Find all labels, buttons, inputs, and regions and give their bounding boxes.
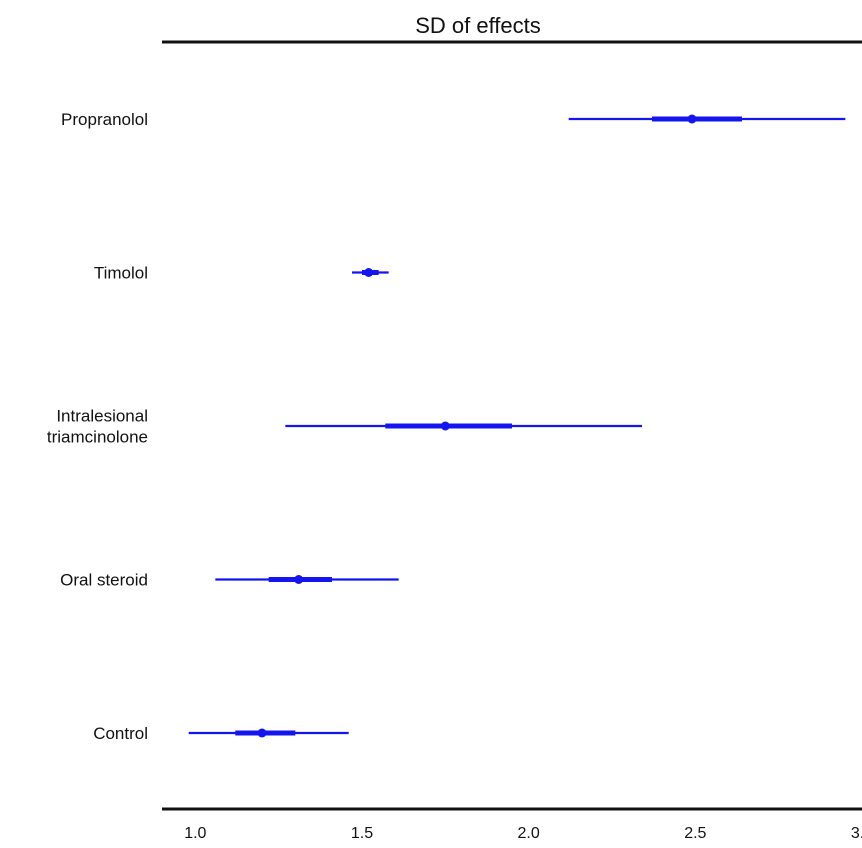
median-point: [257, 728, 267, 738]
x-tick-label: 3.0: [851, 825, 862, 842]
median-point: [687, 114, 697, 124]
x-tick-label: 1.5: [351, 825, 373, 842]
category-label: Propranolol: [61, 110, 148, 129]
forest-row: [568, 114, 846, 124]
plot-marks: [188, 114, 846, 738]
category-label-line: Timolol: [94, 264, 148, 283]
category-label-line: Control: [93, 724, 148, 743]
category-label-line: Oral steroid: [60, 571, 148, 590]
category-label: Timolol: [94, 264, 148, 283]
median-point: [294, 575, 304, 584]
category-label: Intralesional triamcinolone: [47, 407, 148, 447]
category-label-line: Propranolol: [61, 110, 148, 129]
forest-row: [285, 421, 642, 431]
forest-row: [352, 268, 389, 277]
forest-row: [215, 575, 399, 584]
x-axis-ticks: 1.0 1.5 2.0 2.5 3.0: [184, 825, 862, 842]
x-tick-label: 2.5: [684, 825, 706, 842]
category-label: Oral steroid: [60, 571, 148, 590]
category-label-line: Intralesional: [56, 407, 148, 426]
median-point: [440, 421, 450, 431]
forest-row: [188, 728, 349, 738]
x-tick-label: 2.0: [518, 825, 540, 842]
x-tick-label: 1.0: [184, 825, 206, 842]
category-labels: Propranolol Timolol Intralesional triamcino…: [47, 110, 148, 743]
category-label-line: triamcinolone: [47, 428, 148, 447]
median-point: [364, 268, 374, 277]
chart-title: SD of effects: [415, 13, 541, 38]
category-label: Control: [93, 724, 148, 743]
